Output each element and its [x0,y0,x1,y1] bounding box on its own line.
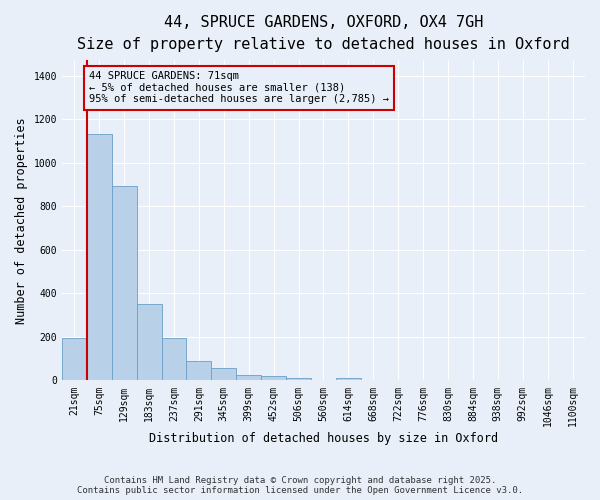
Bar [211,368,236,380]
Text: Contains HM Land Registry data © Crown copyright and database right 2025.
Contai: Contains HM Land Registry data © Crown c… [77,476,523,495]
Title: 44, SPRUCE GARDENS, OXFORD, OX4 7GH
Size of property relative to detached houses: 44, SPRUCE GARDENS, OXFORD, OX4 7GH Size… [77,15,570,52]
Text: 44 SPRUCE GARDENS: 71sqm
← 5% of detached houses are smaller (138)
95% of semi-d: 44 SPRUCE GARDENS: 71sqm ← 5% of detache… [89,71,389,104]
Bar [187,361,211,380]
Bar [161,338,187,380]
Bar [336,378,361,380]
Bar [62,338,87,380]
Bar [286,378,311,380]
Bar [261,376,286,380]
Bar [137,304,161,380]
Y-axis label: Number of detached properties: Number of detached properties [15,117,28,324]
Bar [112,186,137,380]
Bar [236,375,261,380]
X-axis label: Distribution of detached houses by size in Oxford: Distribution of detached houses by size … [149,432,498,445]
Bar [87,134,112,380]
